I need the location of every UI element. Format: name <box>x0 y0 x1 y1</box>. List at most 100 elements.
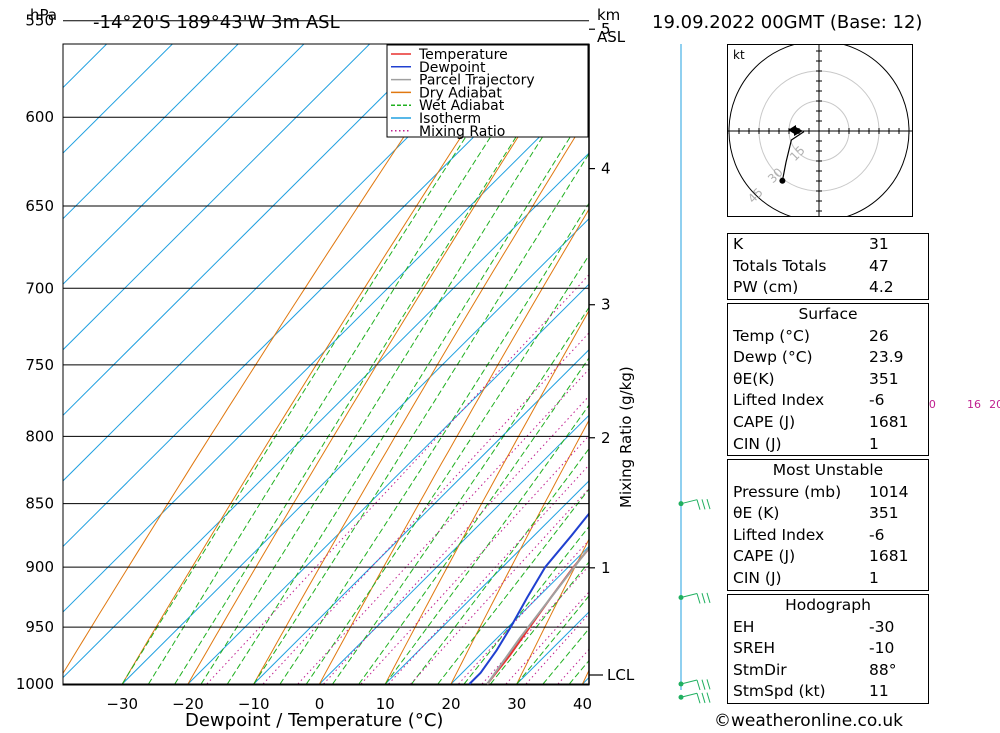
hodo-trace <box>781 131 805 181</box>
mu-row: CAPE (J) 1681 <box>733 547 909 566</box>
wind-barb-feather <box>696 593 701 604</box>
pressure-unit-label: hPa <box>30 6 57 24</box>
km-label: km <box>597 6 620 24</box>
mixing-ratio-label: 20 <box>989 398 1000 411</box>
wind-barb-shaft <box>680 692 698 698</box>
datetime-title: 19.09.2022 00GMT (Base: 12) <box>652 12 922 33</box>
surface-row: Dewp (°C) 23.9 <box>733 348 904 367</box>
pressure-tick-label: 950 <box>25 618 54 636</box>
isotherm-line <box>253 349 589 685</box>
pressure-tick-label: 700 <box>25 279 54 297</box>
wind-barb-feather <box>696 679 701 691</box>
hodograph-panel: kt 15 30 45 <box>727 40 913 222</box>
height-tick-label: 3 <box>601 296 611 314</box>
wind-barb-feather <box>696 499 701 510</box>
mixing-ratio-line <box>323 395 589 685</box>
wind-barb-shaft <box>680 679 698 685</box>
wind-barb-feather <box>701 499 706 510</box>
temperature-tick-label: 30 <box>507 695 526 713</box>
height-tick-label: 5 <box>601 20 611 38</box>
temperature-tick-label: 10 <box>376 695 395 713</box>
temperature-tick-label: 0 <box>315 695 325 713</box>
x-axis-title: Dewpoint / Temperature (°C) <box>185 710 443 731</box>
isotherm-line <box>63 152 589 679</box>
surface-table: Surface Temp (°C) 26 Dewp (°C) 23.9 θE(K) 3… <box>727 303 929 457</box>
isotherm-line <box>63 44 502 482</box>
most-unstable-title: Most Unstable <box>772 461 884 479</box>
hodograph-title: Hodograph <box>785 596 871 614</box>
hodo-ticks <box>728 40 910 222</box>
dry-adiabat-line <box>450 419 589 685</box>
wet-adiabat-line <box>437 488 589 685</box>
isotherm-line <box>121 217 589 685</box>
mu-row: CIN (J) 1 <box>733 568 879 587</box>
mixing-ratio-line <box>206 274 589 685</box>
wind-barb-feather <box>706 692 711 703</box>
height-tick-label: 1 <box>601 559 611 577</box>
surface-title: Surface <box>798 305 858 323</box>
wind-barbs <box>678 44 711 704</box>
wind-barb-feather <box>706 498 711 510</box>
temperature-tick-label: −10 <box>238 695 270 713</box>
legend-label: Wet Adiabat <box>419 98 505 114</box>
height-tick-label: 4 <box>601 160 611 178</box>
pressure-tick-label: 750 <box>25 356 54 374</box>
index-row-k: K 31 <box>733 235 889 253</box>
temperature-tick-label: −30 <box>106 695 138 713</box>
sounding-profiles <box>468 512 589 685</box>
hodo-ring-label-45: 45 <box>745 185 766 206</box>
storm-motion-marker <box>794 126 803 136</box>
legend-label: Temperature <box>418 47 508 63</box>
legend-label: Dewpoint <box>419 60 486 76</box>
wind-barb-feather <box>696 693 701 704</box>
dry-adiabat-line <box>384 309 589 685</box>
pressure-tick-label: 850 <box>25 495 54 513</box>
mixing-ratio-line <box>360 434 589 685</box>
wet-adiabat-line <box>226 106 589 685</box>
hodo-row: SREH -10 <box>733 639 895 658</box>
dry-adiabat-line <box>516 538 589 685</box>
wind-barb-feather <box>706 679 711 690</box>
wet-adiabat-line <box>463 525 589 685</box>
hodo-trace-endpoint <box>779 177 786 184</box>
pressure-tick-label: 550 <box>25 12 54 30</box>
mixing-ratio-line <box>388 464 589 685</box>
asl-label: ASL <box>597 28 626 46</box>
isotherm-line <box>63 86 589 613</box>
mixing-ratio-axis-title: Mixing Ratio (g/kg) <box>617 366 635 508</box>
mixing-ratio-line <box>297 368 589 685</box>
mu-row: θE (K) 351 <box>733 504 899 523</box>
credit-link[interactable]: ©weatheronline.co.uk <box>714 711 904 731</box>
temperature-tick-label: −20 <box>172 695 204 713</box>
height-tick-label: 2 <box>601 429 611 447</box>
hodo-row: StmSpd (kt) 11 <box>733 682 889 701</box>
pressure-tick-label: 800 <box>25 427 54 445</box>
surface-row: CIN (J) 1 <box>733 434 879 453</box>
wet-adiabat-line <box>332 306 589 685</box>
wind-barb-shaft <box>680 593 698 598</box>
pressure-tick-label: 650 <box>25 197 54 215</box>
legend-label: Mixing Ratio <box>419 124 505 140</box>
hodo-unit-label: kt <box>733 48 745 62</box>
pressure-tick-label: 1000 <box>16 675 54 693</box>
isotherm-line <box>187 283 589 685</box>
mixing-ratio-line <box>410 487 589 685</box>
hodograph-plot: kt 15 30 45 <box>728 40 912 222</box>
pressure-tick-label: 600 <box>25 108 54 126</box>
hodo-row: EH -30 <box>733 617 895 636</box>
wind-barb-feather <box>706 592 711 604</box>
wet-adiabat-line <box>411 447 589 685</box>
legend-label: Dry Adiabat <box>419 85 502 101</box>
indices-table: K 31 Totals Totals 47 PW (cm) 4.2 <box>727 233 929 300</box>
isotherm-line <box>63 44 568 548</box>
location-title: -14°20'S 189°43'W 3m ASL <box>93 12 340 33</box>
legend-label: Isotherm <box>419 111 481 127</box>
wind-barb-feather <box>701 679 706 690</box>
wet-adiabat-line <box>305 254 589 685</box>
mu-row: Pressure (mb) 1014 <box>733 482 909 501</box>
temperature-tick-label: 20 <box>441 695 460 713</box>
surface-row: Lifted Index -6 <box>733 391 885 410</box>
wind-barb-shaft <box>680 499 698 505</box>
